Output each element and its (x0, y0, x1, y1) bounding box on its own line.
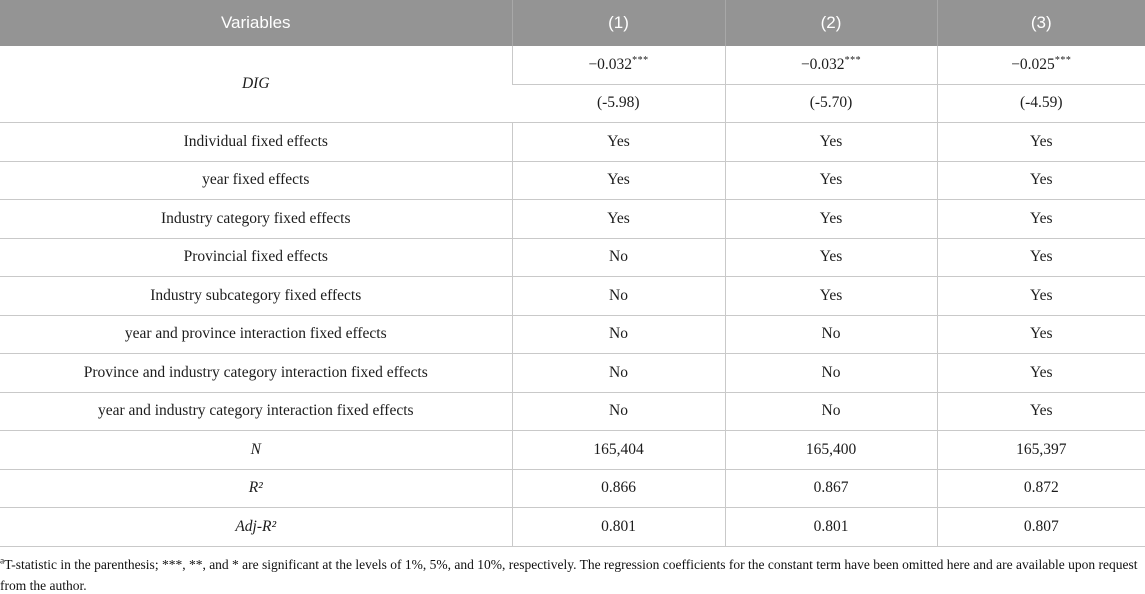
coef-value: −0.032 (800, 55, 845, 73)
table-row-adj-r-squared: Adj-R² 0.801 0.801 0.807 (0, 507, 1145, 547)
header-col-2: (2) (724, 0, 937, 46)
header-col-1: (1) (511, 0, 725, 46)
table-row-provincial-fe: Provincial fixed effects No Yes Yes (0, 237, 1145, 277)
table-header-row: Variables (1) (2) (3) (0, 0, 1145, 46)
cell-value: No (724, 391, 937, 431)
row-label-dig: DIG (0, 46, 512, 123)
significance-stars: *** (1054, 54, 1072, 66)
row-label: year and industry category interaction f… (0, 391, 512, 431)
footnote-marker: a (0, 556, 5, 566)
table-row-province-industry-interaction-fe: Province and industry category interacti… (0, 353, 1145, 393)
header-variables: Variables (0, 0, 512, 46)
coef-value: −0.032 (588, 55, 633, 73)
cell-value: No (511, 353, 725, 393)
dig-tstat-col1: (-5.98) (512, 83, 725, 123)
cell-value: Yes (724, 237, 937, 277)
cell-value: Yes (511, 122, 725, 162)
cell-value: No (724, 353, 937, 393)
cell-value: Yes (936, 391, 1145, 431)
coef-value: −0.025 (1011, 55, 1055, 73)
row-label: year fixed effects (0, 160, 512, 200)
cell-value: Yes (724, 122, 937, 162)
cell-value: 0.872 (936, 468, 1145, 508)
table-row-r-squared: R² 0.866 0.867 0.872 (0, 468, 1145, 508)
cell-value: Yes (936, 160, 1145, 200)
regression-results-table: Variables (1) (2) (3) DIG −0.032*** −0.0… (0, 0, 1145, 547)
row-label-r2: R² (0, 468, 512, 508)
header-col-3: (3) (936, 0, 1145, 46)
cell-value: Yes (511, 160, 725, 200)
cell-value: Yes (724, 160, 937, 200)
table-row-observations: N 165,404 165,400 165,397 (0, 430, 1145, 470)
cell-value: No (511, 276, 725, 316)
table-footnote: aT-statistic in the parenthesis; ***, **… (0, 554, 1145, 594)
row-label: Industry category fixed effects (0, 199, 512, 239)
row-label: Industry subcategory fixed effects (0, 276, 512, 316)
dig-tstat-col3: (-4.59) (936, 83, 1145, 123)
dig-coefficient-col1: −0.032*** (511, 46, 725, 85)
cell-value: Yes (936, 122, 1145, 162)
dig-tstat-col2: (-5.70) (724, 83, 937, 123)
table-row-dig-coefficients: DIG −0.032*** −0.032*** −0.025*** (0, 46, 1145, 123)
dig-coefficient-col2: −0.032*** (724, 46, 937, 85)
cell-value: 0.867 (724, 468, 937, 508)
row-label-adj-r2: Adj-R² (0, 507, 512, 547)
row-label: Provincial fixed effects (0, 237, 512, 277)
dig-coefficient-col3: −0.025*** (936, 46, 1145, 85)
cell-value: 0.801 (724, 507, 937, 547)
significance-stars: *** (844, 54, 862, 66)
table-row-year-province-interaction-fe: year and province interaction fixed effe… (0, 314, 1145, 354)
row-label: Individual fixed effects (0, 122, 512, 162)
cell-value: No (511, 237, 725, 277)
table-row-dig-tstats: (-5.98) (-5.70) (-4.59) (0, 83, 1145, 123)
table-row-individual-fe: Individual fixed effects Yes Yes Yes (0, 122, 1145, 162)
footnote-text: T-statistic in the parenthesis; ***, **,… (0, 556, 1138, 594)
table-row-year-industry-interaction-fe: year and industry category interaction f… (0, 391, 1145, 431)
cell-value: 165,404 (511, 430, 725, 470)
row-label-n: N (0, 430, 512, 470)
cell-value: Yes (724, 276, 937, 316)
cell-value: 165,400 (724, 430, 937, 470)
cell-value: No (511, 391, 725, 431)
cell-value: 0.807 (936, 507, 1145, 547)
cell-value: Yes (936, 314, 1145, 354)
cell-value: 165,397 (936, 430, 1145, 470)
table-row-industry-category-fe: Industry category fixed effects Yes Yes … (0, 199, 1145, 239)
row-label: Province and industry category interacti… (0, 353, 512, 393)
cell-value: Yes (936, 199, 1145, 239)
cell-value: Yes (511, 199, 725, 239)
table-row-year-fe: year fixed effects Yes Yes Yes (0, 160, 1145, 200)
cell-value: No (724, 314, 937, 354)
cell-value: Yes (936, 237, 1145, 277)
cell-value: 0.801 (511, 507, 725, 547)
cell-value: Yes (936, 276, 1145, 316)
cell-value: 0.866 (511, 468, 725, 508)
table-row-industry-subcategory-fe: Industry subcategory fixed effects No Ye… (0, 276, 1145, 316)
significance-stars: *** (632, 54, 649, 66)
row-label: year and province interaction fixed effe… (0, 314, 512, 354)
cell-value: Yes (936, 353, 1145, 393)
cell-value: No (511, 314, 725, 354)
cell-value: Yes (724, 199, 937, 239)
